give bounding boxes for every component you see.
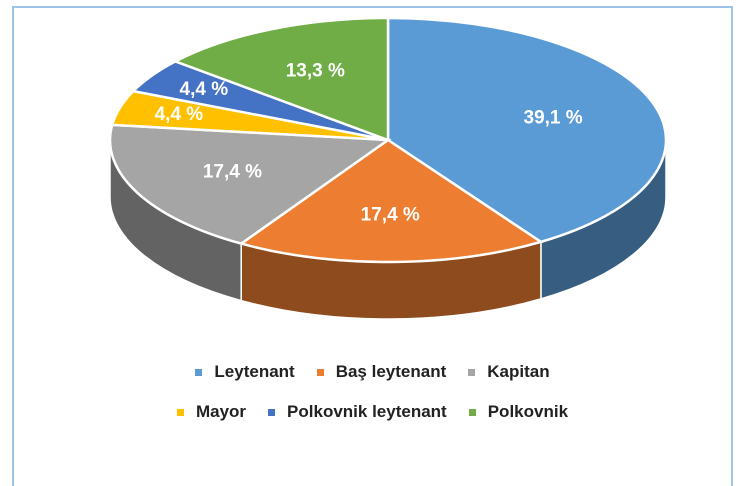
legend-swatch bbox=[268, 408, 276, 416]
data-label: 13,3 % bbox=[286, 60, 345, 81]
slice bbox=[238, 138, 544, 264]
legend-label: Mayor bbox=[195, 402, 247, 421]
legend-item: Baş leytenant bbox=[316, 362, 447, 382]
legend-swatch bbox=[468, 408, 476, 416]
data-label: 39,1 % bbox=[524, 107, 583, 128]
legend-swatch bbox=[176, 408, 184, 416]
data-label: 17,4 % bbox=[361, 205, 420, 226]
legend-row: Mayor Polkovnik leytenant Polkovnik bbox=[0, 392, 745, 432]
legend-label: Polkovnik leytenant bbox=[287, 402, 447, 421]
legend-swatch bbox=[468, 368, 476, 376]
legend-item: Polkovnik leytenant bbox=[268, 402, 447, 422]
legend-item: Polkovnik bbox=[468, 402, 569, 422]
frame bbox=[12, 6, 733, 486]
legend-swatch bbox=[316, 368, 324, 376]
data-label: 4,4 % bbox=[180, 79, 229, 100]
legend-label: Baş leytenant bbox=[335, 362, 447, 381]
legend-item: Mayor bbox=[176, 402, 247, 422]
slice bbox=[172, 16, 390, 142]
legend-label: Leytenant bbox=[214, 362, 295, 381]
legend-label: Polkovnik bbox=[487, 402, 569, 421]
legend: Leytenant Baş leytenant Kapitan Mayor Polkov… bbox=[0, 352, 745, 432]
legend-item: Kapitan bbox=[468, 362, 550, 382]
legend-row: Leytenant Baş leytenant Kapitan bbox=[0, 352, 745, 392]
data-label: 17,4 % bbox=[203, 162, 262, 183]
chart: 39,1 % 17,4 % 17,4 % 4,4 % 4,4 % 13,3 % bbox=[108, 16, 668, 320]
data-label: 4,4 % bbox=[155, 104, 204, 125]
legend-item: Leytenant bbox=[195, 362, 295, 382]
legend-label: Kapitan bbox=[487, 362, 550, 381]
legend-swatch bbox=[195, 368, 203, 376]
slice bbox=[108, 123, 392, 245]
